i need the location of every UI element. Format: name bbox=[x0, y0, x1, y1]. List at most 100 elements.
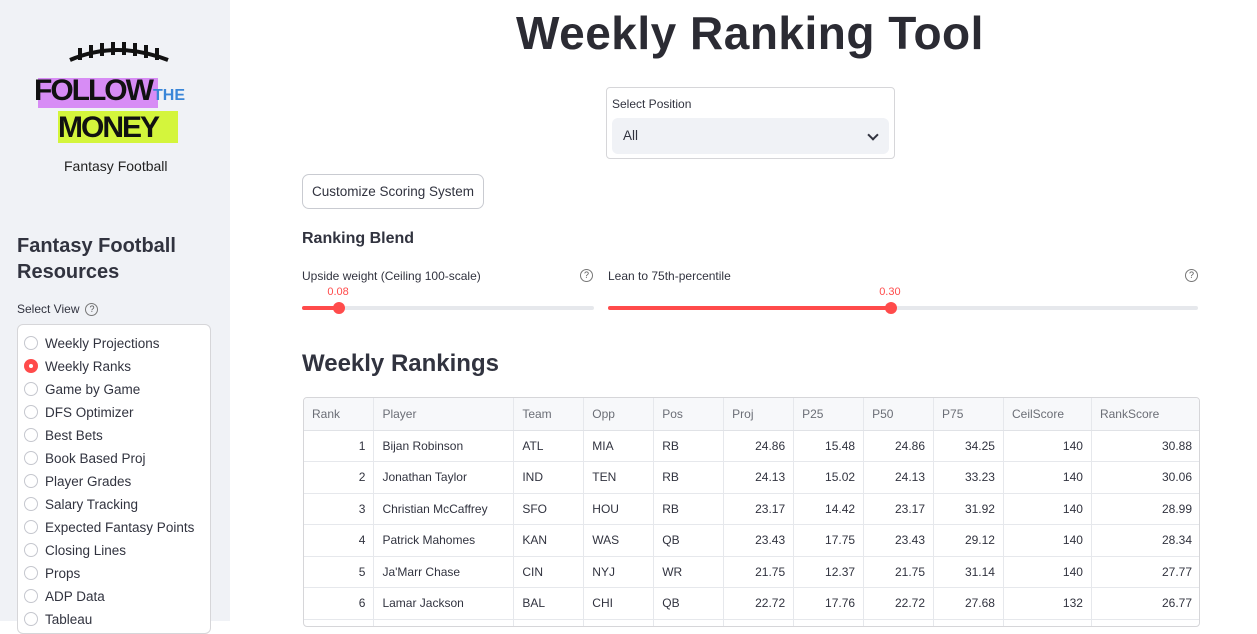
table-cell: 7 bbox=[304, 619, 375, 626]
column-header[interactable]: CeilScore bbox=[1003, 398, 1092, 431]
view-option-label: Book Based Proj bbox=[45, 450, 146, 466]
radio-icon[interactable] bbox=[24, 451, 38, 465]
table-cell: Bijan Robinson bbox=[373, 430, 515, 462]
column-header[interactable]: Rank bbox=[304, 398, 375, 431]
table-row[interactable]: 5 Ja'Marr Chase CIN NYJ WR 21.75 12.37 21.75 31.… bbox=[304, 556, 1199, 588]
view-option[interactable]: Closing Lines bbox=[24, 540, 126, 560]
view-option-label: Best Bets bbox=[45, 427, 103, 443]
table-cell bbox=[513, 619, 585, 626]
table-row[interactable]: 2 Jonathan Taylor IND TEN RB 24.13 15.02 24.13 3… bbox=[304, 461, 1199, 494]
rankings-table: Rank Player Team Opp Pos Proj P25 P50 P75 CeilSco… bbox=[303, 397, 1200, 627]
table-cell: QB bbox=[653, 587, 725, 620]
table-cell: 24.86 bbox=[723, 430, 795, 462]
radio-icon[interactable] bbox=[24, 336, 38, 350]
table-cell: 2 bbox=[304, 461, 375, 494]
help-icon[interactable]: ? bbox=[1185, 269, 1198, 282]
column-header[interactable]: P75 bbox=[933, 398, 1004, 431]
radio-icon[interactable] bbox=[24, 589, 38, 603]
table-cell: 23.17 bbox=[863, 493, 935, 525]
table-cell: 24.13 bbox=[863, 461, 935, 494]
view-option-label: Weekly Projections bbox=[45, 335, 160, 351]
radio-icon[interactable] bbox=[24, 520, 38, 534]
column-header[interactable]: Opp bbox=[583, 398, 655, 431]
table-cell: RB bbox=[653, 430, 725, 462]
column-header[interactable]: RankScore bbox=[1091, 398, 1199, 431]
radio-icon[interactable] bbox=[24, 474, 38, 488]
radio-icon[interactable] bbox=[24, 428, 38, 442]
table-cell: 26.77 bbox=[1091, 587, 1199, 620]
upside-weight-slider[interactable] bbox=[302, 302, 594, 314]
column-header[interactable]: Proj bbox=[723, 398, 795, 431]
table-cell: 17.76 bbox=[793, 587, 865, 620]
table-cell: QB bbox=[653, 524, 725, 557]
radio-icon[interactable] bbox=[24, 497, 38, 511]
position-select-label: Select Position bbox=[612, 97, 692, 111]
position-select[interactable]: All bbox=[612, 118, 889, 154]
table-cell bbox=[583, 619, 655, 626]
table-cell: Ja'Marr Chase bbox=[373, 556, 515, 588]
logo-sub-text: Fantasy Football bbox=[64, 158, 168, 174]
table-cell: WAS bbox=[583, 524, 655, 557]
table-cell: KAN bbox=[513, 524, 585, 557]
view-option-label: Expected Fantasy Points bbox=[45, 519, 195, 535]
view-option[interactable]: Weekly Projections bbox=[24, 333, 160, 353]
table-cell bbox=[653, 619, 725, 626]
radio-selected-icon[interactable] bbox=[24, 359, 38, 373]
radio-icon[interactable] bbox=[24, 543, 38, 557]
view-option-label: Player Grades bbox=[45, 473, 132, 489]
table-cell: 28.34 bbox=[1091, 524, 1199, 557]
view-option[interactable]: Tableau bbox=[24, 609, 92, 629]
table-row[interactable]: 4 Patrick Mahomes KAN WAS QB 23.43 17.75 23.43 2… bbox=[304, 524, 1199, 557]
column-header[interactable]: Team bbox=[513, 398, 585, 431]
column-header[interactable]: Pos bbox=[653, 398, 725, 431]
table-cell: 33.23 bbox=[933, 461, 1004, 494]
slider-fill bbox=[302, 306, 340, 310]
view-option[interactable]: Best Bets bbox=[24, 425, 103, 445]
view-option[interactable]: Player Grades bbox=[24, 471, 131, 491]
column-header[interactable]: P25 bbox=[793, 398, 865, 431]
table-cell: 21.75 bbox=[863, 556, 935, 588]
column-header[interactable]: P50 bbox=[863, 398, 935, 431]
view-option[interactable]: Book Based Proj bbox=[24, 448, 146, 468]
slider-thumb[interactable] bbox=[333, 302, 346, 314]
lean-75th-label: Lean to 75th-percentile bbox=[608, 269, 731, 283]
table-cell bbox=[1091, 619, 1199, 626]
table-cell: 132 bbox=[1003, 587, 1092, 620]
column-header[interactable]: Player bbox=[373, 398, 515, 431]
view-option[interactable]: Salary Tracking bbox=[24, 494, 138, 514]
position-select-value: All bbox=[623, 128, 639, 143]
view-option-label: DFS Optimizer bbox=[45, 404, 134, 420]
table-cell: RB bbox=[653, 461, 725, 494]
slider-thumb[interactable] bbox=[885, 302, 898, 314]
view-option[interactable]: DFS Optimizer bbox=[24, 402, 134, 422]
view-option[interactable]: ADP Data bbox=[24, 586, 105, 606]
customize-scoring-button[interactable]: Customize Scoring System bbox=[302, 174, 484, 209]
radio-icon[interactable] bbox=[24, 405, 38, 419]
view-option[interactable]: Weekly Ranks bbox=[24, 356, 131, 376]
radio-icon[interactable] bbox=[24, 612, 38, 626]
radio-icon[interactable] bbox=[24, 382, 38, 396]
view-option[interactable]: Expected Fantasy Points bbox=[24, 517, 194, 537]
table-row[interactable]: 3 Christian McCaffrey SFO HOU RB 23.17 14.42 23… bbox=[304, 493, 1199, 525]
table-cell: CHI bbox=[583, 587, 655, 620]
table-header-row: Rank Player Team Opp Pos Proj P25 P50 P75 CeilSco… bbox=[304, 398, 1199, 431]
view-option-label: Props bbox=[45, 565, 81, 581]
sidebar: FOLLOW THE MONEY Fantasy Football Fantas… bbox=[0, 0, 230, 634]
upside-weight-value: 0.08 bbox=[327, 286, 349, 298]
table-cell: 15.02 bbox=[793, 461, 865, 494]
table-cell bbox=[793, 619, 865, 626]
help-icon[interactable]: ? bbox=[580, 269, 593, 282]
view-option[interactable]: Props bbox=[24, 563, 80, 583]
upside-weight-label: Upside weight (Ceiling 100-scale) bbox=[302, 269, 481, 283]
view-option[interactable]: Game by Game bbox=[24, 379, 140, 399]
table-cell: 27.77 bbox=[1091, 556, 1199, 588]
position-select-container: Select Position All bbox=[606, 87, 895, 159]
help-icon[interactable]: ? bbox=[85, 302, 99, 316]
radio-icon[interactable] bbox=[24, 566, 38, 580]
select-view-label: Select View ? bbox=[17, 302, 99, 316]
table-row[interactable]: 7 bbox=[304, 619, 1199, 626]
table-row[interactable]: 1 Bijan Robinson ATL MIA RB 24.86 15.48 24.86 34… bbox=[304, 430, 1199, 462]
table-row[interactable]: 6 Lamar Jackson BAL CHI QB 22.72 17.76 22.72 27.… bbox=[304, 587, 1199, 620]
view-option-label: Closing Lines bbox=[45, 542, 127, 558]
lean-75th-slider[interactable] bbox=[608, 302, 1198, 314]
